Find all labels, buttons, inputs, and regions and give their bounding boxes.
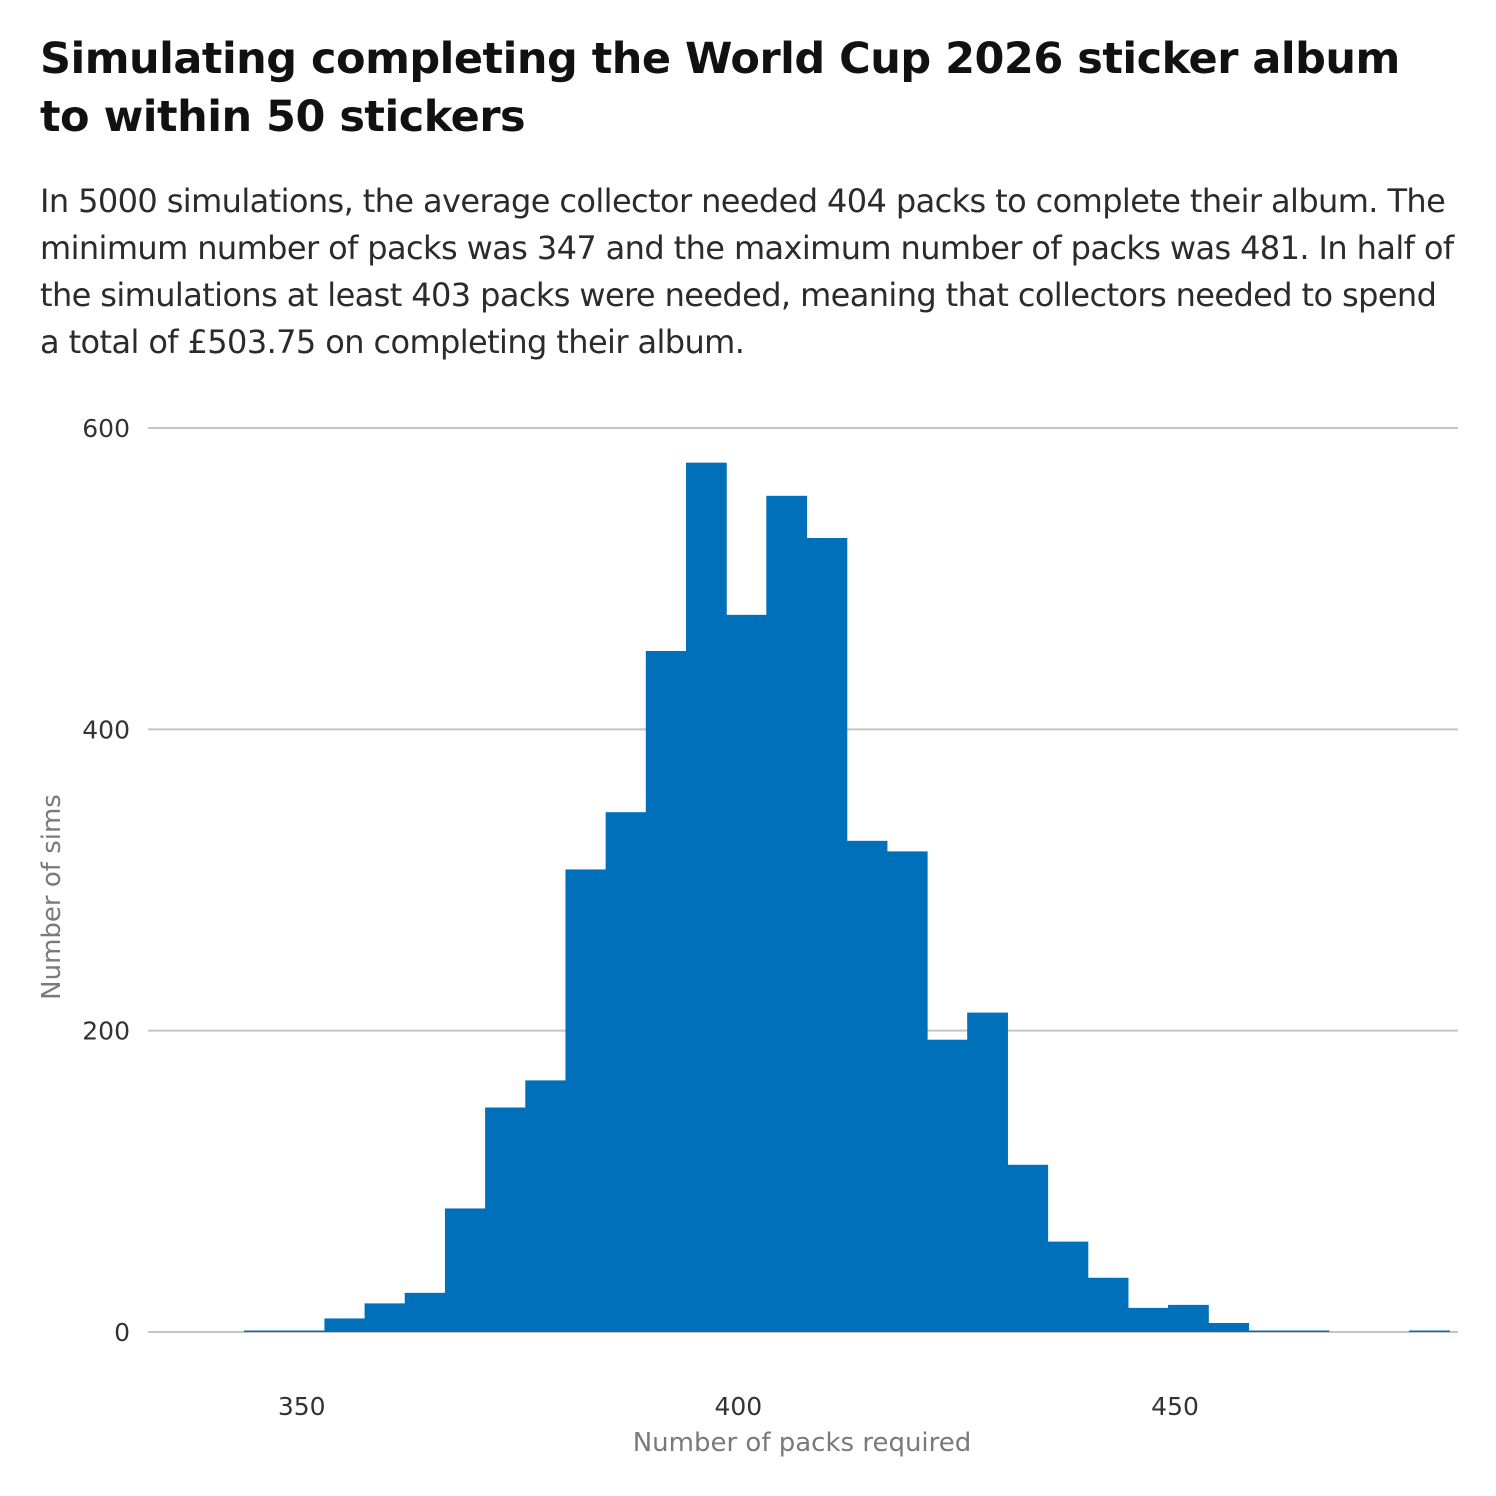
- histogram-bar: [244, 1330, 285, 1332]
- histogram-bar: [927, 1039, 968, 1332]
- y-tick-label: 0: [114, 1318, 130, 1347]
- chart-title: Simulating completing the World Cup 2026…: [40, 34, 1400, 142]
- x-tick-label: 450: [1151, 1392, 1199, 1421]
- histogram-bar: [1248, 1330, 1290, 1332]
- histogram-bar: [1007, 1164, 1049, 1332]
- histogram-bar: [726, 614, 767, 1332]
- histogram-bar: [485, 1107, 526, 1332]
- histogram-bar: [806, 537, 848, 1332]
- histogram-bar: [1087, 1277, 1129, 1332]
- x-axis-title: Number of packs required: [633, 1428, 972, 1458]
- histogram-bar: [846, 840, 888, 1332]
- histogram-bar: [685, 462, 727, 1332]
- histogram-bar: [324, 1318, 366, 1332]
- histogram-bar: [1288, 1330, 1330, 1332]
- x-tick-label: 350: [278, 1392, 326, 1421]
- histogram-bar: [766, 495, 808, 1332]
- histogram-bar: [1127, 1307, 1169, 1332]
- histogram-bar: [364, 1303, 406, 1332]
- histogram-bar: [645, 650, 687, 1332]
- chart-subtitle: In 5000 simulations, the average collect…: [40, 182, 1454, 361]
- histogram-bar: [886, 851, 928, 1332]
- histogram-bar: [444, 1208, 486, 1332]
- histogram-bar: [967, 1012, 1008, 1332]
- histogram-bar: [605, 812, 647, 1332]
- histogram-bar: [1168, 1304, 1209, 1332]
- y-axis-ticks: 0 200 400 600: [82, 414, 130, 1347]
- histogram-bar: [404, 1292, 446, 1332]
- x-tick-label: 400: [715, 1392, 763, 1421]
- y-tick-label: 600: [82, 414, 130, 443]
- histogram-bar: [1208, 1322, 1249, 1332]
- histogram-bar: [1409, 1330, 1450, 1332]
- y-axis-title: Number of sims: [37, 794, 67, 1000]
- histogram-bar: [284, 1330, 326, 1332]
- y-tick-label: 200: [82, 1017, 130, 1046]
- y-tick-label: 400: [82, 715, 130, 744]
- histogram-bars: [244, 462, 1450, 1332]
- histogram-bar: [525, 1080, 567, 1332]
- histogram-bar: [1047, 1241, 1089, 1332]
- histogram-bar: [565, 869, 607, 1332]
- x-axis-ticks: 350 400 450: [278, 1392, 1199, 1421]
